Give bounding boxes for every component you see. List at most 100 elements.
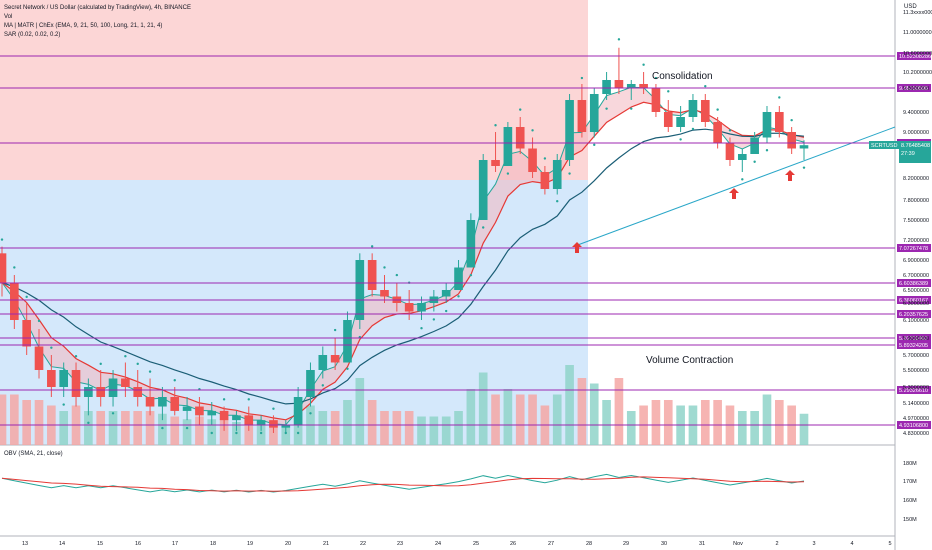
candle-body: [367, 260, 377, 290]
candle-body: [10, 282, 19, 320]
candle: [219, 406, 229, 431]
price-tick-label: 10.2000000: [903, 70, 932, 76]
time-tick-label: 4: [850, 541, 853, 547]
candle-body: [750, 137, 759, 154]
volume-bar: [170, 416, 180, 445]
ma-indicator-label: MA | MATR | ChEx (EMA, 9, 21, 50, 100, L…: [4, 23, 162, 29]
volume-bar: [602, 400, 611, 445]
horizontal-level: 5.89324205: [0, 341, 931, 349]
candle: [614, 47, 624, 94]
candle-body: [121, 378, 130, 387]
candle-body: [639, 84, 648, 88]
price-badge-price: 8.76485408: [901, 143, 930, 149]
sar-dot: [136, 362, 139, 366]
sar-indicator-label: SAR (0.02, 0.02, 0.2): [4, 32, 60, 38]
candle-body: [96, 387, 106, 397]
ema-slow-line: [1, 128, 805, 405]
obv-indicator-label: OBV (SMA, 21, close): [4, 451, 63, 457]
volume-bar: [565, 365, 574, 445]
candle: [503, 122, 513, 166]
candle-body: [762, 112, 772, 138]
volume-bar: [96, 411, 106, 445]
time-tick-label: 19: [247, 541, 253, 547]
candle: [775, 106, 784, 138]
candle-body: [540, 172, 550, 189]
horizontal-level: 6.20357625: [0, 310, 931, 318]
obv-tick-label: 180M: [903, 461, 917, 467]
candle-body: [22, 320, 31, 347]
candle-body: [478, 160, 488, 220]
candle-body: [244, 415, 254, 426]
candle: [737, 148, 747, 172]
sar-dot: [222, 398, 226, 401]
time-tick-label: 24: [435, 541, 441, 547]
candle: [244, 406, 254, 431]
candle-body: [725, 143, 735, 160]
symbol-title: Secret Network / US Dollar (calculated b…: [4, 5, 191, 11]
candle-body: [133, 387, 143, 397]
candle: [182, 397, 192, 421]
candle-body: [799, 145, 809, 149]
sar-dot: [568, 172, 571, 175]
price-tick-label: 6.3000000: [903, 301, 929, 307]
volume-bar: [515, 394, 525, 445]
candle-body: [688, 100, 698, 117]
volume-bar: [121, 411, 130, 445]
candle-body: [47, 370, 56, 387]
time-tick-label: 16: [135, 541, 141, 547]
level-label: 7.07267478: [899, 246, 928, 252]
candle: [59, 362, 69, 397]
level-label: 6.20357625: [899, 312, 928, 318]
price-tick-label: 5.3000000: [903, 385, 929, 391]
time-tick-label: 15: [97, 541, 103, 547]
sar-dot: [333, 328, 337, 332]
volume-contraction-annotation: Volume Contraction: [646, 355, 733, 366]
sar-dot: [753, 160, 756, 163]
candle-body: [528, 148, 537, 172]
volume-bar: [355, 378, 365, 445]
candle-body: [651, 88, 661, 112]
candle: [589, 88, 599, 138]
sar-dot: [161, 426, 164, 430]
candle-body: [589, 94, 599, 132]
candle-body: [232, 415, 241, 421]
time-tick-label: 29: [623, 541, 629, 547]
up-arrow-marker: [785, 170, 795, 181]
candle-body: [491, 160, 500, 166]
candle: [293, 387, 303, 428]
sar-dot: [667, 90, 670, 93]
sar-dot: [370, 245, 374, 248]
price-tick-label: 7.2000000: [903, 238, 929, 244]
volume-bar: [404, 411, 414, 445]
candle-body: [108, 378, 118, 397]
sar-dot: [247, 398, 250, 401]
sar-dot: [296, 431, 300, 435]
sar-dot: [593, 143, 596, 147]
candle-body: [318, 355, 328, 370]
candle-body: [207, 410, 217, 416]
sar-dot: [494, 124, 497, 127]
sar-dot: [679, 138, 682, 141]
volume-bar: [244, 419, 254, 445]
sar-dot: [395, 273, 399, 277]
level-tag: [897, 279, 931, 287]
currency-label: USD: [904, 4, 917, 10]
sar-dot: [124, 355, 127, 358]
candle-body: [787, 132, 796, 149]
sar-dot: [321, 384, 324, 387]
price-tick-label: 6.9000000: [903, 258, 929, 264]
volume-bar: [133, 411, 143, 445]
level-tag: [897, 341, 931, 349]
candle: [799, 140, 809, 160]
volume-bar: [10, 394, 19, 445]
sar-dot: [0, 238, 4, 241]
price-tick-label: 5.1400000: [903, 401, 929, 407]
volume-bar: [281, 426, 291, 445]
sar-dot: [778, 96, 781, 99]
price-tick-label: 7.5000000: [903, 218, 929, 224]
level-tag: [897, 334, 931, 342]
price-badge-countdown: 27:39: [901, 151, 915, 157]
candle: [466, 213, 476, 268]
volume-bar: [367, 400, 377, 445]
